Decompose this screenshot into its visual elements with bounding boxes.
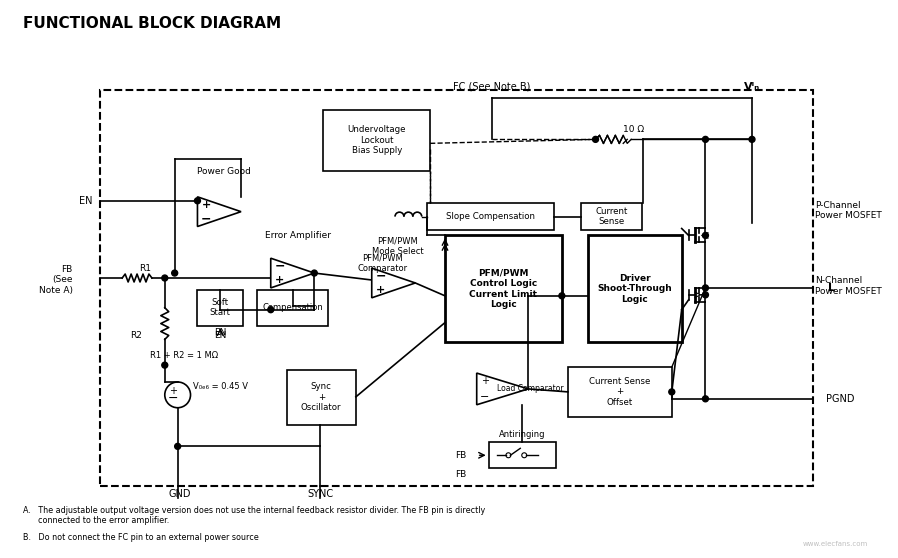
Text: −: −	[275, 259, 285, 273]
Text: Sync
+
Oscillator: Sync + Oscillator	[301, 382, 341, 412]
Text: −: −	[480, 392, 489, 402]
Text: Current
Sense: Current Sense	[595, 207, 628, 227]
Text: R1: R1	[139, 263, 151, 273]
Circle shape	[593, 136, 598, 142]
Text: PFM/PWM
Comparator: PFM/PWM Comparator	[357, 253, 408, 273]
Text: R2: R2	[130, 331, 142, 340]
Circle shape	[702, 233, 709, 238]
Polygon shape	[270, 258, 314, 288]
Text: +: +	[376, 285, 385, 295]
Text: L: L	[828, 283, 835, 293]
Circle shape	[702, 136, 709, 142]
FancyBboxPatch shape	[587, 235, 682, 343]
Circle shape	[162, 362, 168, 368]
FancyBboxPatch shape	[198, 290, 243, 325]
Text: FB
(See
Note A): FB (See Note A)	[39, 265, 73, 295]
Text: SYNC: SYNC	[307, 489, 333, 499]
Polygon shape	[477, 373, 528, 405]
Text: Current Sense
+
Offset: Current Sense + Offset	[589, 377, 650, 407]
Circle shape	[702, 285, 709, 291]
FancyBboxPatch shape	[427, 203, 554, 230]
Text: Undervoltage
Lockout
Bias Supply: Undervoltage Lockout Bias Supply	[348, 126, 406, 155]
FancyBboxPatch shape	[286, 370, 356, 425]
Text: 10 Ω: 10 Ω	[622, 125, 644, 134]
Text: P-Channel
Power MOSFET: P-Channel Power MOSFET	[815, 201, 882, 220]
Text: FB: FB	[455, 470, 467, 479]
Text: Vᴵₙ: Vᴵₙ	[744, 82, 760, 92]
Text: +: +	[275, 275, 285, 285]
Text: Antiringing: Antiringing	[499, 430, 545, 439]
Circle shape	[702, 292, 709, 298]
Text: EN: EN	[214, 331, 226, 340]
Circle shape	[559, 293, 565, 299]
Circle shape	[172, 270, 178, 276]
Text: PFM/PWM
Mode Select: PFM/PWM Mode Select	[372, 237, 423, 256]
Text: +: +	[202, 200, 211, 210]
FancyBboxPatch shape	[323, 110, 430, 171]
FancyBboxPatch shape	[568, 367, 672, 417]
Circle shape	[175, 444, 180, 449]
Text: FB: FB	[455, 451, 467, 460]
Text: Compensation: Compensation	[262, 303, 323, 312]
Text: N-Channel
Power MOSFET: N-Channel Power MOSFET	[815, 276, 882, 296]
FancyBboxPatch shape	[445, 235, 562, 343]
Text: FUNCTIONAL BLOCK DIAGRAM: FUNCTIONAL BLOCK DIAGRAM	[23, 16, 281, 31]
FancyBboxPatch shape	[101, 90, 814, 486]
Text: Load Comparator: Load Comparator	[497, 384, 563, 393]
FancyBboxPatch shape	[581, 203, 642, 230]
Text: V₀ₑ₆ = 0.45 V: V₀ₑ₆ = 0.45 V	[192, 382, 248, 391]
Text: PGND: PGND	[826, 394, 855, 404]
Text: Slope Compensation: Slope Compensation	[446, 212, 535, 221]
Text: +: +	[480, 376, 489, 386]
Text: A.   The adjustable output voltage version does not use the internal feedback re: A. The adjustable output voltage version…	[23, 506, 486, 525]
Text: PFM/PWM
Control Logic
Current Limit
Logic: PFM/PWM Control Logic Current Limit Logi…	[470, 269, 537, 309]
Circle shape	[162, 275, 168, 281]
Circle shape	[268, 307, 274, 312]
Circle shape	[195, 198, 200, 204]
Text: Soft
Start: Soft Start	[210, 298, 231, 318]
Text: EN: EN	[214, 328, 226, 337]
Text: −: −	[201, 212, 212, 225]
Text: +: +	[169, 386, 177, 396]
Text: FC (See Note B): FC (See Note B)	[453, 82, 530, 92]
Circle shape	[669, 389, 674, 395]
Text: Driver
Shoot-Through
Logic: Driver Shoot-Through Logic	[597, 274, 672, 304]
Text: Error Amplifier: Error Amplifier	[266, 231, 331, 240]
FancyBboxPatch shape	[489, 442, 556, 468]
Text: −: −	[167, 392, 178, 405]
Circle shape	[312, 270, 317, 276]
Text: B.   Do not connect the FC pin to an external power source: B. Do not connect the FC pin to an exter…	[23, 533, 259, 542]
Text: EN: EN	[79, 196, 92, 206]
FancyBboxPatch shape	[257, 290, 328, 325]
Circle shape	[749, 136, 755, 142]
Text: Power Good: Power Good	[198, 167, 251, 176]
Text: www.elecfans.com: www.elecfans.com	[803, 541, 867, 547]
Text: −: −	[375, 270, 386, 282]
Text: GND: GND	[169, 489, 191, 499]
Text: R1 + R2 = 1 MΩ: R1 + R2 = 1 MΩ	[150, 351, 218, 360]
Circle shape	[702, 396, 709, 402]
Polygon shape	[372, 268, 415, 298]
Polygon shape	[198, 197, 241, 227]
